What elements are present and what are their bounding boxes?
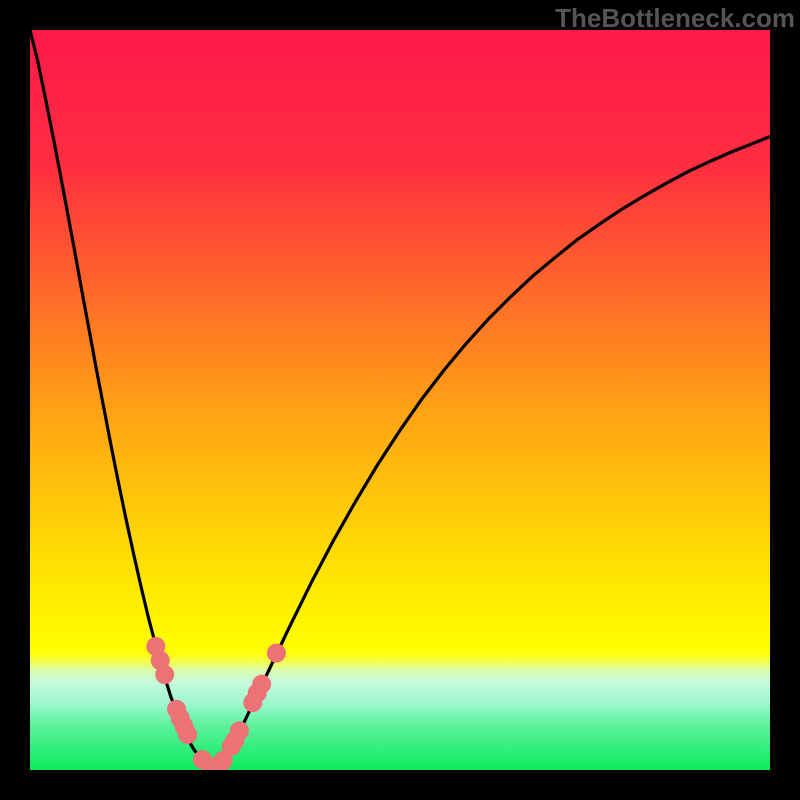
data-marker (178, 725, 197, 744)
data-marker (267, 644, 286, 663)
background-gradient (30, 30, 770, 770)
watermark-text: TheBottleneck.com (555, 3, 795, 34)
figure-outer-frame: TheBottleneck.com (0, 0, 800, 800)
plot-svg (30, 30, 770, 770)
data-marker (155, 665, 174, 684)
plot-area (30, 30, 770, 770)
data-marker (252, 675, 271, 694)
data-marker (230, 721, 249, 740)
